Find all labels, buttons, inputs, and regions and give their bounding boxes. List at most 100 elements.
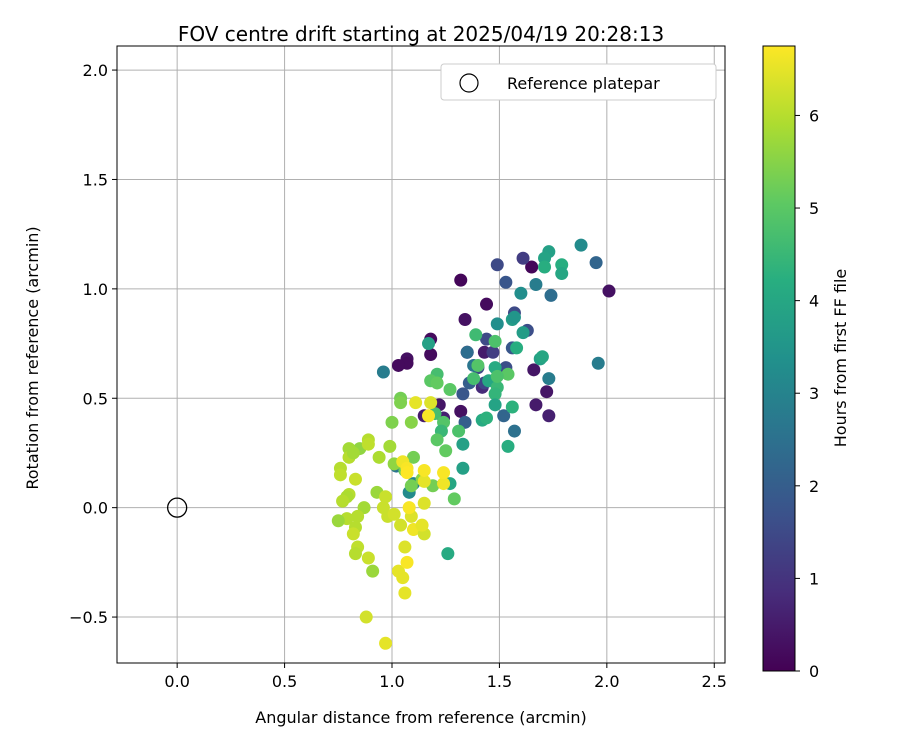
scatter-point [400, 466, 414, 480]
y-tick-label: 1.0 [83, 280, 108, 299]
scatter-point [497, 409, 511, 423]
scatter-point [516, 326, 530, 340]
scatter-point [507, 424, 521, 438]
colorbar-ticks: 0 1 2 3 4 5 6 [795, 106, 819, 681]
scatter-point [422, 337, 436, 351]
y-axis-label: Rotation from reference (arcmin) [23, 226, 42, 489]
x-tick-label: 0.0 [164, 672, 189, 691]
data-points [331, 238, 616, 650]
reference-point [167, 497, 188, 518]
scatter-point [402, 501, 416, 515]
legend: Reference platepar [440, 63, 717, 101]
scatter-point [424, 396, 438, 410]
scatter-point [379, 490, 393, 504]
scatter-point [336, 494, 350, 508]
scatter-point [346, 446, 360, 460]
legend-marker [459, 73, 479, 93]
scatter-point [591, 356, 605, 370]
y-tick-label: 0.5 [83, 389, 108, 408]
x-tick-label: 0.5 [272, 672, 297, 691]
scatter-point [456, 461, 470, 475]
scatter-point [514, 286, 528, 300]
scatter-point [542, 372, 556, 386]
scatter-point [404, 415, 418, 429]
colorbar: 0 1 2 3 4 5 6 Hours from first FF file [762, 45, 850, 681]
scatter-point [555, 267, 569, 281]
scatter-point [443, 383, 457, 397]
scatter-point [333, 468, 347, 482]
chart-title: FOV centre drift starting at 2025/04/19 … [178, 22, 664, 46]
scatter-point [516, 251, 530, 265]
scatter-point [439, 444, 453, 458]
scatter-point [469, 328, 483, 342]
scatter-point [437, 477, 451, 491]
scatter-point [471, 358, 485, 372]
scatter-point [400, 555, 414, 569]
scatter-point [387, 507, 401, 521]
scatter-point [361, 437, 375, 451]
scatter-point [454, 273, 468, 287]
scatter-point [460, 345, 474, 359]
scatter-point [456, 437, 470, 451]
legend-label: Reference platepar [507, 74, 660, 93]
scatter-point [383, 439, 397, 453]
y-tick-label: 2.0 [83, 61, 108, 80]
scatter-point [527, 363, 541, 377]
scatter-point [417, 463, 431, 477]
grid [117, 46, 725, 663]
scatter-point [529, 277, 543, 291]
scatter-point [505, 400, 519, 414]
scatter-point [430, 376, 444, 390]
scatter-point [348, 547, 362, 561]
colorbar-tick-label: 1 [809, 569, 819, 588]
scatter-point [409, 396, 423, 410]
y-tick-label: 0.0 [83, 499, 108, 518]
scatter-point [417, 474, 431, 488]
scatter-point [480, 297, 494, 311]
scatter-point [361, 551, 375, 565]
scatter-point [540, 385, 554, 399]
plot-frame [116, 45, 726, 664]
x-tick-label: 1.0 [379, 672, 404, 691]
scatter-point [501, 439, 515, 453]
scatter-point [501, 367, 515, 381]
colorbar-tick-label: 2 [809, 477, 819, 496]
scatter-point [452, 424, 466, 438]
scatter-point [490, 258, 504, 272]
scatter-point [447, 492, 461, 506]
scatter-point [602, 284, 616, 298]
scatter-point [488, 398, 502, 412]
scatter-point [379, 636, 393, 650]
colorbar-tick-label: 6 [809, 106, 819, 125]
scatter-point [394, 518, 408, 532]
scatter-point [490, 369, 504, 383]
scatter-point [348, 472, 362, 486]
scatter-point [394, 396, 408, 410]
scatter-point [535, 350, 549, 364]
scatter-point [398, 540, 412, 554]
scatter-point [422, 409, 436, 423]
scatter-point [480, 411, 494, 425]
scatter-point [544, 288, 558, 302]
x-axis-ticks: 0.0 0.5 1.0 1.5 2.0 2.5 [164, 663, 727, 691]
y-axis-ticks: −0.5 0.0 0.5 1.0 1.5 2.0 [69, 61, 117, 627]
scatter-point [458, 312, 472, 326]
colorbar-tick-label: 3 [809, 384, 819, 403]
x-tick-label: 1.5 [487, 672, 512, 691]
scatter-point [488, 334, 502, 348]
colorbar-tick-label: 4 [809, 292, 819, 311]
scatter-point [490, 317, 504, 331]
scatter-point [391, 358, 405, 372]
scatter-point [437, 466, 451, 480]
scatter-point [424, 348, 438, 361]
scatter-point [385, 415, 399, 429]
scatter-point [417, 496, 431, 510]
scatter-point [574, 238, 588, 252]
colorbar-gradient [762, 45, 796, 672]
colorbar-label: Hours from first FF file [831, 269, 850, 448]
scatter-point [529, 398, 543, 412]
legend-box [440, 63, 717, 101]
colorbar-tick-label: 0 [809, 662, 819, 681]
scatter-point [525, 260, 539, 274]
